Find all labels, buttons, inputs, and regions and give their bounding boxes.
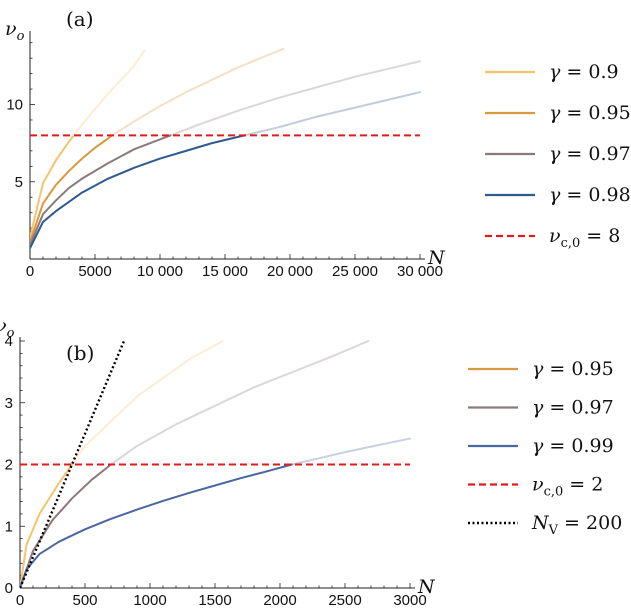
legend-label: NV = 200 <box>531 512 622 538</box>
series-3-faded-line <box>243 91 421 137</box>
legend-label: γ = 0.97 <box>532 397 614 419</box>
y-tick-label: 2 <box>5 457 13 474</box>
curves <box>30 47 421 250</box>
x-tick-label: 1500 <box>198 592 231 609</box>
legend-item: νc,0 = 8 <box>485 225 620 251</box>
series-0-faded-line <box>71 340 224 466</box>
y-tick-label: 0 <box>5 580 13 597</box>
x-tick-label: 500 <box>72 592 97 609</box>
x-tick-label: 10 000 <box>137 263 183 280</box>
x-tick-label: 20 000 <box>267 263 313 280</box>
x-tick-label: 3000 <box>393 592 426 609</box>
y-tick-label: 10 <box>6 97 23 114</box>
legend-item: γ = 0.9 <box>485 61 619 83</box>
x-tick-label: 5000 <box>78 263 111 280</box>
legend-item: NV = 200 <box>468 512 622 538</box>
x-tick-label: 1000 <box>133 592 166 609</box>
series-4-line <box>20 340 126 588</box>
x-tick-label: 2500 <box>328 592 361 609</box>
series-1-faded-line <box>110 340 370 466</box>
legend-label: γ = 0.99 <box>532 435 614 457</box>
legend-label: γ = 0.95 <box>549 102 631 124</box>
y-tick-label: 4 <box>5 333 13 350</box>
legend: γ = 0.9 γ = 0.95 γ = 0.97 γ = 0.98 νc,0 = 8 <box>485 61 631 251</box>
x-tick-label: 2000 <box>263 592 296 609</box>
series-1-faded-line <box>110 47 285 137</box>
legend-item: γ = 0.99 <box>468 435 614 457</box>
series-0-faded-line <box>71 49 146 138</box>
panel-a: 0 5000 10 000 15 000 20 000 25 000 30 000 5 10 Nν… <box>5 7 631 280</box>
x-tick-label: 0 <box>26 263 34 280</box>
legend: γ = 0.95 γ = 0.97 γ = 0.99 νc,0 = 2 NV = 200 <box>468 358 622 538</box>
series-1-line <box>30 134 113 244</box>
legend-label: γ = 0.98 <box>549 184 631 206</box>
series-0-line <box>20 463 73 588</box>
panel-label: (a) <box>66 7 94 31</box>
series-2-line <box>20 463 293 588</box>
x-tick-label: 30 000 <box>397 263 443 280</box>
y-tick-label: 1 <box>5 518 13 535</box>
series-2-line <box>30 134 172 247</box>
series-2-faded-line <box>169 60 421 137</box>
series-1-line <box>20 463 112 588</box>
legend-item: γ = 0.95 <box>485 102 631 124</box>
legend-label: γ = 0.95 <box>532 358 614 380</box>
x-tick-label: 25 000 <box>332 263 378 280</box>
x-axis-label: N <box>417 576 436 598</box>
x-axis-label: N <box>427 247 446 269</box>
x-tick-label: 0 <box>16 592 24 609</box>
panel-b: 0 500 1000 1500 2000 2500 3000 0 1 2 3 4 Nνo (b) γ = 0… <box>0 315 622 609</box>
y-axis-label: νo <box>5 18 25 44</box>
legend-label: νc,0 = 2 <box>532 474 603 500</box>
series-3-line <box>30 134 246 250</box>
legend-item: γ = 0.98 <box>485 184 631 206</box>
legend-item: γ = 0.97 <box>485 143 631 165</box>
legend-label: γ = 0.9 <box>549 61 619 83</box>
series-0-line <box>30 135 74 239</box>
x-tick-label: 15 000 <box>202 263 248 280</box>
y-tick-label: 3 <box>5 395 13 412</box>
legend-item: γ = 0.97 <box>468 397 614 419</box>
panel-label: (b) <box>66 341 94 365</box>
legend-label: γ = 0.97 <box>549 143 631 165</box>
legend-item: νc,0 = 2 <box>468 474 603 500</box>
curves <box>20 340 411 588</box>
series-2-faded-line <box>290 437 411 466</box>
y-axis-label: νo <box>0 315 15 341</box>
legend-item: γ = 0.95 <box>468 358 614 380</box>
y-tick-label: 5 <box>15 174 23 191</box>
legend-label: νc,0 = 8 <box>549 225 620 251</box>
